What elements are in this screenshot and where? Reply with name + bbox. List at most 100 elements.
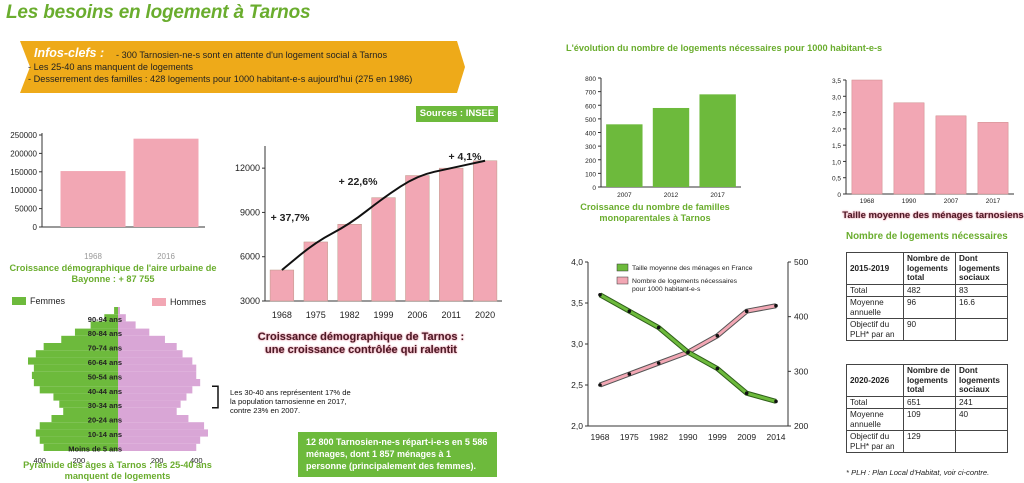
legend-label: Hommes — [170, 297, 207, 307]
x-tick-label: 2009 — [737, 432, 756, 442]
x-tick-label: 2006 — [407, 310, 427, 320]
age-label: 20-24 ans — [88, 416, 122, 425]
y-tick-label: 2,0 — [571, 421, 583, 431]
row-label: Moyenne annuelle — [846, 296, 904, 319]
infos-line: - Les 25-40 ans manquent de logements — [28, 62, 193, 72]
y-tick-label: 1,5 — [832, 143, 841, 150]
bar-hommes — [118, 386, 193, 394]
bar — [269, 269, 295, 302]
bar — [439, 167, 464, 302]
bar-hommes — [118, 364, 197, 372]
bar-hommes — [118, 407, 177, 415]
y-tick-label: 9000 — [240, 207, 260, 217]
growth-annotation: + 4,1% — [449, 151, 483, 163]
row-label: Total — [846, 283, 904, 297]
cell: 241 — [955, 395, 1008, 409]
table-header: Dont logements sociaux — [955, 252, 1008, 285]
data-point — [744, 391, 749, 395]
y-tick-label: 0,5 — [832, 176, 841, 183]
data-point — [598, 293, 602, 297]
x-tick-label: 1975 — [306, 310, 326, 320]
x-tick-label: 1990 — [902, 198, 917, 205]
bar-femmes — [33, 379, 118, 387]
row-label: Total — [846, 395, 904, 409]
y-tick-label: 500 — [794, 257, 808, 267]
y-tick-label: 12000 — [235, 163, 260, 173]
bar-hommes — [118, 400, 181, 408]
x-tick-label: 1968 — [860, 198, 875, 205]
y-tick-label: 400 — [794, 312, 808, 322]
sources-badge: Sources : INSEE — [416, 106, 498, 122]
logements-table-1: 2015-2019 Nombre de logements total Dont… — [846, 252, 1008, 341]
x-tick-label: 200 — [73, 456, 86, 463]
bar — [851, 79, 883, 195]
bar-femmes — [43, 443, 118, 451]
age-label: 40-44 ans — [88, 387, 122, 396]
bar-femmes — [33, 364, 118, 372]
x-tick-label: 400 — [33, 456, 46, 463]
cell: 40 — [955, 408, 1008, 431]
x-tick-label: 2017 — [710, 192, 725, 199]
y-tick-label: 50000 — [15, 205, 38, 214]
bar-hommes — [118, 371, 197, 379]
row-label: Objectif du PLH* par an — [846, 318, 904, 341]
infos-clefs-banner: Infos-clefs : - 300 Tarnosien-ne-s sont … — [20, 41, 465, 93]
chart-pyramide: Femmes Hommes Moins de 5 ans 10-14 ans 20-24… — [12, 296, 219, 463]
data-point — [774, 399, 778, 404]
data-point — [627, 309, 632, 313]
chart-title: Pyramide des âges à Tarnos : les 25-40 a… — [23, 460, 212, 481]
bar-femmes — [53, 393, 118, 401]
row-label: Moyenne annuelle — [846, 408, 904, 431]
bar — [893, 102, 925, 195]
bar — [699, 94, 736, 187]
data-point — [715, 366, 720, 371]
table-row: Total 482 83 — [846, 283, 1008, 297]
logements-title: Nombre de logements nécessaires — [846, 231, 1008, 242]
chart-title: Croissance démographique de Tarnos : une… — [257, 331, 465, 356]
data-point — [656, 361, 661, 365]
cell: 482 — [903, 283, 956, 297]
x-tick-label: 2014 — [767, 432, 786, 442]
x-tick-label: 1982 — [649, 432, 668, 442]
data-point — [656, 325, 661, 330]
bar-femmes — [74, 328, 118, 336]
y-tick-label: 250000 — [10, 131, 37, 140]
y-tick-label: 3,5 — [571, 298, 583, 308]
bar-hommes — [118, 314, 126, 322]
x-tick-label: 2007 — [617, 192, 632, 199]
chart-title: Croissance du nombre de familles monopar… — [580, 202, 730, 223]
bar-femmes — [104, 314, 118, 322]
bar — [935, 115, 967, 195]
x-tick-label: 1968 — [272, 310, 292, 320]
y-tick-label: 400 — [585, 131, 596, 138]
table-period: 2020-2026 — [846, 364, 904, 397]
bar — [606, 124, 643, 187]
banner-shape — [20, 41, 465, 93]
bar-femmes — [39, 436, 118, 444]
bar-hommes — [118, 321, 136, 329]
y-tick-label: 200 — [794, 421, 808, 431]
table-row: Total 651 241 — [846, 395, 1008, 409]
y-tick-label: 2,5 — [571, 380, 583, 390]
y-tick-label: 3,5 — [832, 78, 841, 85]
legend-swatch — [616, 263, 629, 272]
bar-femmes — [61, 335, 118, 343]
chart-taille-menages: 0 0,5 1,0 1,5 2,0 2,5 3,0 3,5 1968 1990 2007 2017 — [832, 78, 1014, 205]
legend-label: Taille moyenne des ménages en France — [632, 265, 753, 272]
x-tick-label: 2012 — [664, 192, 679, 199]
series-line-outline — [599, 303, 777, 388]
bar-femmes — [35, 350, 118, 358]
x-tick-label: 1968 — [84, 252, 102, 260]
x-tick-label: 1968 — [591, 432, 610, 442]
bar-femmes — [51, 415, 119, 423]
chart-title: Taille moyenne des ménages tarnosiens — [842, 210, 1024, 221]
growth-annotation: + 22,6% — [339, 176, 378, 188]
bar-femmes — [39, 422, 118, 430]
chart-tarnos-population: 3000 6000 9000 12000 1968 1975 1982 1999 2006 201… — [235, 146, 502, 320]
bar-hommes — [118, 429, 208, 437]
y-tick-label: 1,0 — [832, 159, 841, 166]
bar — [977, 122, 1009, 195]
cell: 129 — [903, 430, 956, 453]
chart-title: L'évolution du nombre de logements néces… — [566, 43, 883, 53]
age-label: 10-14 ans — [88, 430, 122, 439]
